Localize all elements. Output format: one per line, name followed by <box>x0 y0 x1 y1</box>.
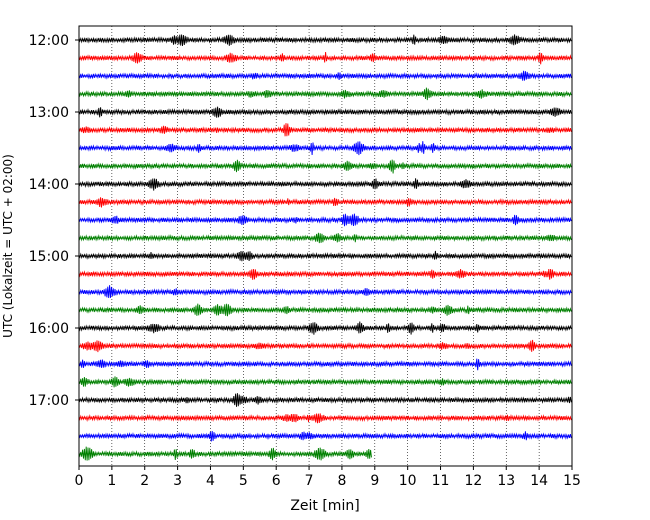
x-tick-label: 8 <box>337 473 346 489</box>
y-axis-ticks: 12:00 13:00 14:00 15:00 16:00 17:00 <box>29 33 79 409</box>
seismic-trace <box>78 123 572 137</box>
y-tick-label: 14:00 <box>29 177 69 193</box>
seismic-trace <box>78 87 572 101</box>
x-tick-label: 15 <box>563 473 581 489</box>
x-tick-label: 10 <box>399 473 417 489</box>
y-tick-label: 16:00 <box>29 321 69 337</box>
x-tick-label: 13 <box>497 473 515 489</box>
seismic-trace <box>78 431 572 442</box>
seismic-trace <box>78 376 572 388</box>
seismic-trace <box>78 303 572 317</box>
y-axis-label: UTC (Lokalzeit = UTC + 02:00) <box>1 154 15 338</box>
x-tick-label: 6 <box>272 473 281 489</box>
x-tick-label: 4 <box>206 473 215 489</box>
seismic-trace <box>78 70 572 81</box>
x-tick-label: 14 <box>530 473 548 489</box>
seismic-trace <box>78 339 572 353</box>
x-tick-label: 3 <box>173 473 182 489</box>
x-axis-ticks: 0 1 2 3 4 5 6 7 8 9 10 11 12 13 14 15 <box>75 466 581 489</box>
seismic-trace <box>78 268 572 280</box>
x-tick-label: 12 <box>464 473 482 489</box>
x-tick-label: 7 <box>305 473 314 489</box>
seismic-trace <box>78 250 572 262</box>
plot-frame <box>78 25 573 467</box>
seismic-trace <box>78 52 572 65</box>
trace-group <box>78 34 572 461</box>
grid-lines <box>111 26 540 466</box>
seismic-trace <box>78 393 572 407</box>
seismic-trace <box>78 106 572 118</box>
x-tick-label: 2 <box>140 473 149 489</box>
seismic-trace <box>78 159 572 174</box>
seismic-trace <box>78 285 572 299</box>
seismic-trace <box>78 213 572 227</box>
seismic-trace <box>78 178 572 191</box>
y-tick-label: 12:00 <box>29 33 69 49</box>
seismic-trace <box>78 197 572 208</box>
y-tick-label: 17:00 <box>29 393 69 409</box>
x-tick-label: 9 <box>370 473 379 489</box>
seismic-trace <box>78 141 572 156</box>
x-tick-label: 0 <box>75 473 84 489</box>
seismic-trace <box>78 34 572 47</box>
x-tick-label: 1 <box>107 473 116 489</box>
x-tick-label: 11 <box>432 473 450 489</box>
seismic-trace <box>78 358 572 371</box>
seismic-trace <box>78 321 572 335</box>
seismic-trace <box>78 232 572 244</box>
y-tick-label: 13:00 <box>29 105 69 121</box>
y-tick-label: 15:00 <box>29 249 69 265</box>
seismic-trace <box>78 446 372 461</box>
x-axis-label: Zeit [min] <box>290 498 359 514</box>
x-tick-label: 5 <box>239 473 248 489</box>
seismic-trace <box>78 413 572 424</box>
